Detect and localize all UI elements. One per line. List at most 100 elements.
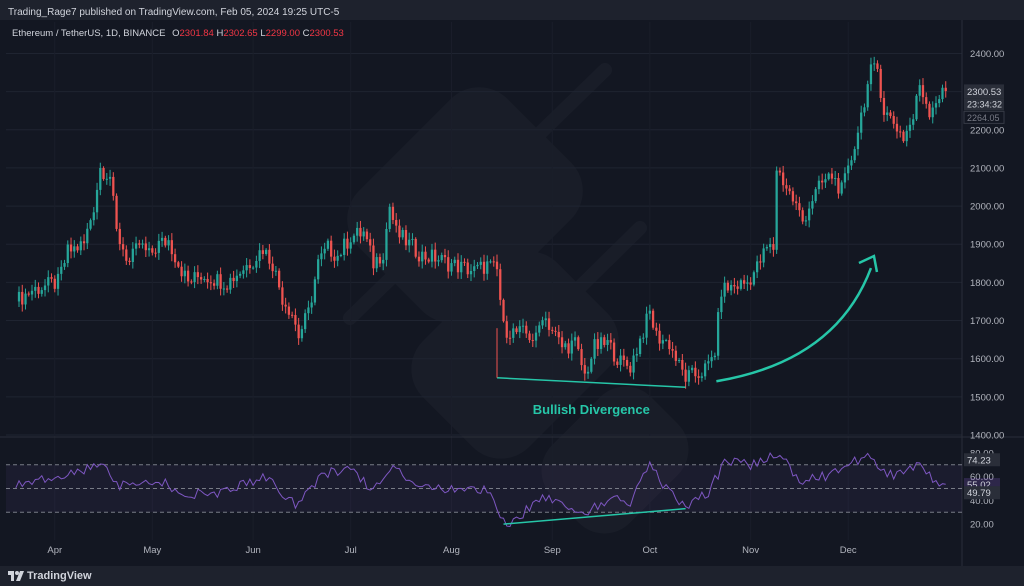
candle-body [131, 248, 134, 262]
candle-body [300, 329, 304, 339]
candle-body [395, 219, 398, 226]
candle-body [443, 255, 447, 258]
candle-body [372, 245, 375, 269]
candle-body [245, 265, 248, 271]
time-tick-label: Jun [245, 545, 260, 556]
candle-body [138, 243, 141, 245]
candle-body [638, 338, 642, 355]
legend-low-value: 2299.00 [265, 28, 300, 39]
candle-body [53, 278, 56, 289]
time-tick-label: Oct [642, 545, 657, 556]
time-tick-label: Aug [443, 545, 460, 556]
candle-body [56, 273, 60, 289]
rsi-value-label: 74.23 [967, 455, 991, 466]
candle-body [404, 229, 408, 246]
candle-body [479, 261, 482, 265]
chart-area[interactable]: Bullish Divergence 2400.002300.002200.00… [0, 20, 1024, 566]
candle-body [112, 176, 115, 196]
candle-body [856, 132, 860, 150]
candle-body [853, 149, 856, 161]
candle-body [232, 277, 235, 282]
candle-body [258, 250, 261, 261]
candle-body [798, 203, 801, 211]
legend-close-value: 2300.53 [309, 28, 344, 39]
candle-body [645, 313, 648, 338]
candle-body [622, 355, 625, 360]
candle-body [398, 225, 401, 238]
legend-open-value: 2301.84 [179, 28, 214, 39]
candle-body [609, 339, 612, 343]
rsi-divergence-line [503, 507, 686, 525]
candle-body [525, 325, 528, 334]
candle-body [918, 85, 921, 96]
candle-body [554, 330, 557, 332]
last-price-tag [964, 84, 1004, 99]
rsi-panel [6, 451, 962, 528]
candle-body [886, 112, 889, 115]
candle-body [931, 107, 934, 118]
candle-body [73, 246, 76, 252]
candle-body [99, 167, 102, 190]
candle-body [921, 85, 925, 98]
candle-body [895, 123, 899, 132]
legend-low-label: L [260, 28, 266, 39]
candle-body [268, 249, 271, 264]
candle-body [599, 337, 603, 349]
candle-body [668, 340, 671, 350]
rsi-tick-label: 20.00 [970, 520, 994, 531]
candle-body [544, 318, 547, 321]
candle-body [362, 231, 365, 237]
candle-body [476, 264, 479, 267]
gridlines [0, 20, 1024, 566]
candle-body [869, 64, 873, 85]
candle-body [385, 228, 388, 260]
candle-body [30, 290, 34, 295]
candle-body [834, 178, 837, 180]
candle-body [934, 103, 938, 108]
candle-body [401, 229, 404, 238]
price-tick-label: 2100.00 [970, 163, 1004, 174]
candle-body [915, 95, 918, 120]
candle-body [206, 278, 209, 283]
candle-body [642, 337, 645, 339]
price-tick-label: 1500.00 [970, 392, 1004, 403]
candle-body [720, 296, 723, 313]
candle-body [330, 240, 333, 257]
candle-body [34, 286, 37, 291]
candle-body [339, 254, 343, 256]
candle-body [278, 270, 281, 288]
candle-body [313, 279, 317, 303]
candle-body [251, 267, 255, 269]
candle-body [489, 261, 492, 263]
candle-body [726, 282, 730, 291]
candle-body [287, 306, 291, 315]
candle-body [733, 284, 736, 287]
candle-body [866, 84, 869, 108]
candle-body [492, 261, 495, 263]
candle-body [905, 130, 908, 142]
candle-body [408, 239, 411, 246]
candle-body [430, 249, 434, 262]
candle-body [674, 350, 677, 361]
candle-body [235, 275, 239, 282]
time-tick-label: Nov [742, 545, 759, 556]
candle-body [837, 178, 840, 194]
candle-body [212, 283, 216, 286]
candle-body [658, 330, 661, 344]
candle-body [388, 206, 391, 229]
candle-body [677, 359, 681, 361]
candle-body [603, 337, 606, 345]
candle-body [63, 263, 66, 267]
time-tick-label: Apr [47, 545, 62, 556]
candle-body [261, 250, 265, 254]
candle-body [840, 182, 843, 194]
candle-body [821, 180, 824, 183]
price-chart-svg[interactable]: Bullish Divergence 2400.002300.002200.00… [0, 20, 1024, 566]
candle-body [50, 277, 53, 279]
candle-body [534, 332, 538, 341]
candle-body [769, 244, 772, 248]
candle-body [508, 337, 512, 339]
candle-body [349, 242, 352, 249]
candle-body [151, 248, 154, 253]
